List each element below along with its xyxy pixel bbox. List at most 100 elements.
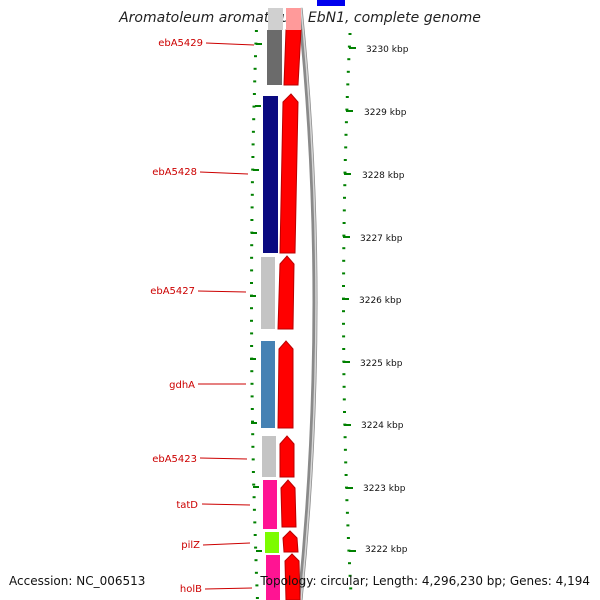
gene-label[interactable]: gdhA: [169, 380, 195, 391]
right-minor-tick: [343, 184, 347, 187]
gene-block-fragment: [268, 8, 283, 30]
right-minor-tick: [344, 133, 348, 136]
gene-block-ebA5427[interactable]: [261, 257, 275, 329]
kbp-label: 3225 kbp: [360, 359, 403, 369]
gene-label[interactable]: ebA5429: [158, 38, 203, 49]
right-minor-tick: [346, 70, 350, 73]
right-minor-tick: [348, 574, 352, 577]
left-minor-tick: [251, 458, 255, 461]
kbp-label: 3228 kbp: [362, 171, 405, 181]
left-minor-tick: [255, 597, 259, 599]
right-minor-tick: [342, 222, 346, 224]
left-minor-tick: [252, 496, 256, 499]
left-minor-tick: [251, 143, 255, 146]
left-minor-tick: [250, 206, 254, 209]
left-minor-tick: [251, 420, 254, 423]
right-minor-tick: [343, 448, 347, 451]
right-minor-tick: [343, 159, 347, 161]
left-minor-tick: [250, 256, 254, 259]
left-minor-tick: [250, 395, 254, 398]
left-minor-tick: [250, 219, 254, 221]
genome-backbone-highlight: [300, 7, 317, 600]
kbp-label: 3230 kbp: [366, 45, 409, 55]
left-minor-tick: [250, 345, 254, 347]
right-minor-tick: [346, 537, 350, 539]
left-minor-tick: [251, 433, 255, 436]
right-minor-tick: [345, 499, 349, 502]
right-minor-tick: [345, 96, 349, 98]
gene-arrow-ebA5423[interactable]: [279, 435, 295, 478]
gene-block-gdhA[interactable]: [261, 341, 275, 428]
gene-arrow-gdhA[interactable]: [277, 340, 294, 429]
right-minor-tick: [343, 196, 346, 199]
kbp-label: 3222 kbp: [365, 545, 408, 555]
gene-arrow-ebA5428[interactable]: [279, 93, 299, 254]
gene-block-tatD[interactable]: [263, 480, 277, 529]
gene-arrow-pilZ[interactable]: [282, 530, 299, 553]
right-minor-tick: [346, 83, 350, 86]
right-minor-tick: [342, 247, 346, 250]
left-minor-tick: [252, 93, 256, 95]
gene-block-ebA5423[interactable]: [262, 436, 276, 477]
left-minor-tick: [254, 42, 258, 45]
left-minor-tick: [250, 193, 254, 196]
gene-label[interactable]: ebA5427: [150, 286, 195, 297]
left-minor-tick: [254, 571, 258, 574]
left-minor-tick: [253, 80, 257, 83]
right-minor-tick: [344, 474, 348, 476]
left-minor-tick: [254, 55, 257, 58]
gene-label[interactable]: tatD: [176, 500, 198, 511]
kbp-label: 3223 kbp: [363, 484, 406, 494]
right-minor-tick: [348, 33, 352, 35]
left-minor-tick: [252, 118, 256, 121]
top-blue-fragment: [317, 0, 345, 6]
gene-block-holB[interactable]: [266, 555, 280, 600]
right-minor-tick: [347, 45, 351, 48]
gene-block-ebA5429[interactable]: [267, 30, 282, 85]
left-minor-tick: [253, 534, 257, 536]
gene-arrow-holB[interactable]: [284, 553, 301, 600]
left-minor-tick: [252, 508, 256, 511]
gene-arrow-ebA5429[interactable]: [283, 21, 302, 86]
left-minor-tick: [250, 382, 254, 385]
left-minor-tick: [254, 30, 258, 32]
gene-label[interactable]: pilZ: [181, 540, 200, 551]
right-minor-tick: [342, 209, 346, 212]
gene-arrow-ebA5427[interactable]: [277, 255, 295, 330]
left-minor-tick: [250, 332, 254, 335]
left-minor-tick: [250, 370, 254, 373]
right-minor-tick: [342, 322, 345, 325]
gene-label[interactable]: ebA5428: [152, 167, 197, 178]
gene-block-pilZ[interactable]: [265, 532, 279, 553]
gene-arrow-tatD[interactable]: [280, 479, 297, 528]
left-minor-tick: [251, 130, 255, 133]
right-minor-tick: [342, 310, 345, 313]
right-minor-tick: [342, 373, 346, 376]
gene-label-leader: [205, 42, 255, 46]
left-minor-tick: [253, 521, 257, 524]
right-minor-tick: [347, 549, 351, 552]
kbp-label: 3224 kbp: [361, 421, 404, 431]
right-minor-tick: [344, 461, 348, 464]
left-minor-tick: [253, 67, 257, 70]
right-minor-tick: [342, 398, 346, 401]
right-minor-tick: [343, 436, 347, 439]
right-minor-tick: [342, 348, 346, 350]
gene-block-ebA5428[interactable]: [263, 96, 278, 253]
right-minor-tick: [342, 259, 346, 262]
gene-label[interactable]: holB: [180, 584, 202, 595]
kbp-label: 3227 kbp: [360, 234, 403, 244]
gene-label-leader: [202, 542, 251, 546]
left-minor-tick: [250, 319, 253, 322]
gene-label-leader: [204, 587, 253, 590]
gene-label[interactable]: ebA5423: [152, 454, 197, 465]
gene-arrow-fragment: [286, 8, 301, 30]
left-minor-tick: [250, 269, 254, 272]
right-minor-tick: [342, 285, 345, 287]
right-minor-tick: [342, 234, 346, 237]
right-minor-tick: [342, 335, 346, 338]
left-minor-tick: [251, 471, 255, 473]
left-minor-tick: [252, 483, 256, 486]
right-minor-tick: [345, 108, 349, 111]
